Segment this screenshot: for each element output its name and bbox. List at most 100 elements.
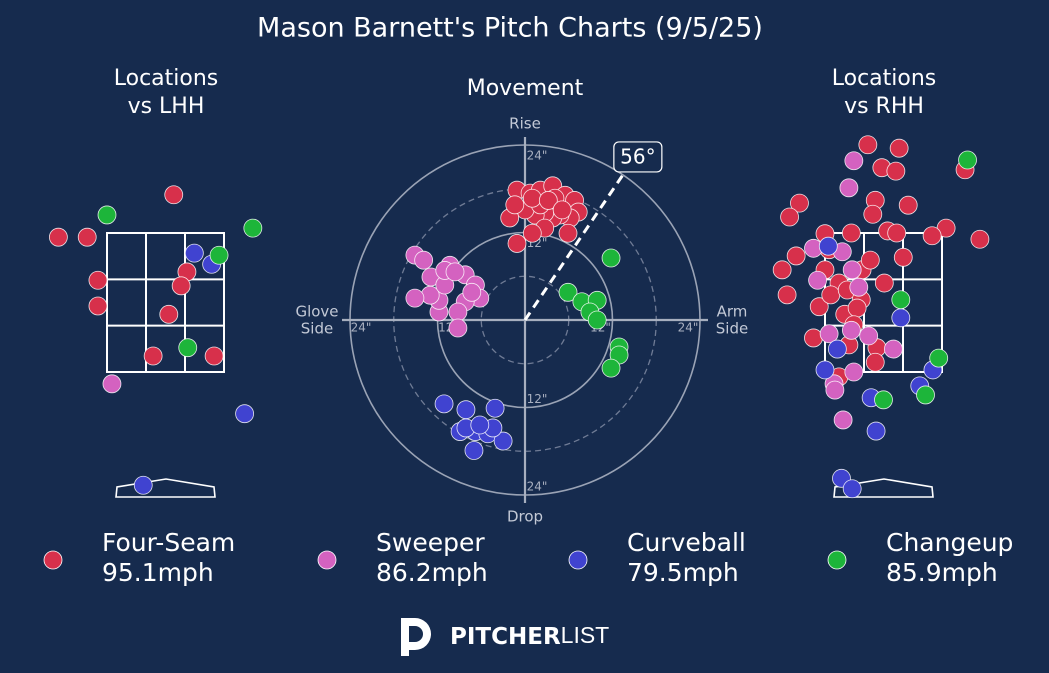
pitch-point: [184, 243, 204, 263]
pitch-point: [204, 346, 224, 366]
pitch-point: [863, 204, 883, 224]
pitch-point: [505, 195, 525, 215]
pitch-point: [462, 282, 482, 302]
pitch-point: [434, 394, 454, 414]
legend-name: Changeup: [886, 528, 1013, 557]
pitch-point: [77, 227, 97, 247]
pitch-point: [858, 135, 878, 155]
pitch-point: [839, 178, 859, 198]
pitch-point: [842, 260, 862, 280]
legend-marker: [827, 550, 847, 570]
panel-title: vs LHH: [128, 94, 205, 119]
pitch-point: [485, 398, 505, 418]
pitch-point: [88, 270, 108, 290]
legend-velocity: 85.9mph: [886, 558, 998, 587]
pitch-point: [825, 380, 845, 400]
pitch-point: [860, 250, 880, 270]
pitch-point: [456, 400, 476, 420]
pitch-point: [886, 161, 906, 181]
legend-name: Curveball: [627, 528, 746, 557]
axis-label: Side: [716, 320, 748, 338]
pitch-point: [865, 352, 885, 372]
legend-marker: [317, 550, 337, 570]
pitch-point: [538, 191, 558, 210]
pitch-point: [898, 195, 918, 215]
home-plate: [115, 478, 216, 498]
pitch-point: [841, 320, 861, 340]
pitch-point: [859, 326, 879, 346]
pitch-point: [522, 188, 542, 208]
pitch-point: [448, 302, 468, 322]
pitch-point: [929, 348, 949, 368]
pitch-point: [159, 304, 179, 324]
zone-box: [106, 232, 225, 373]
pitch-point: [874, 273, 894, 293]
arm-angle-label: 56°: [620, 144, 655, 168]
axis-label: Rise: [509, 115, 541, 133]
pitch-point: [405, 288, 425, 308]
pitch-point: [143, 346, 163, 366]
pitch-point: [815, 360, 835, 380]
pitch-point: [827, 339, 847, 359]
axis-label: Side: [301, 320, 333, 338]
legend-velocity: 79.5mph: [627, 558, 739, 587]
pitch-point: [819, 324, 839, 344]
pitch-point: [558, 223, 578, 243]
pitch-point: [790, 193, 809, 213]
pitch-point: [844, 151, 864, 171]
pitch-point: [601, 358, 621, 378]
panel-title: Locations: [114, 66, 219, 91]
pitch-point: [470, 415, 490, 435]
pitch-point: [171, 276, 191, 296]
brand-logo: PITCHERLIST: [401, 618, 609, 656]
panel-title: vs RHH: [844, 94, 924, 119]
pitch-point: [818, 236, 838, 256]
pitch-point: [601, 248, 621, 268]
pitch-point: [883, 339, 903, 359]
brand-bold: PITCHER: [450, 624, 561, 650]
pitch-point: [414, 250, 434, 270]
pitch-point: [464, 441, 484, 460]
pitch-point: [164, 185, 184, 205]
pitch-point: [48, 227, 68, 247]
pitch-point: [809, 297, 829, 317]
home-plate: [833, 478, 934, 498]
arm-angle-box: [613, 141, 663, 173]
pitch-point: [922, 226, 942, 246]
pitch-point: [133, 475, 153, 495]
pitch-point: [847, 298, 867, 318]
pitch-point: [777, 285, 797, 305]
pitch-point: [209, 245, 229, 265]
chart-title: Mason Barnett's Pitch Charts (9/5/25): [257, 13, 763, 44]
pitch-point: [808, 270, 827, 290]
brand-light: LIST: [561, 622, 610, 648]
panel-title: Movement: [467, 76, 584, 101]
pitch-point: [849, 277, 869, 297]
pitch-point: [821, 285, 841, 305]
pitch-point: [243, 218, 263, 238]
pitch-point: [958, 150, 977, 170]
pitch-point: [804, 328, 823, 348]
pitch-point: [916, 385, 935, 405]
logo-icon: [401, 618, 431, 656]
pitch-point: [507, 234, 527, 253]
pitch-point: [522, 223, 542, 243]
pitch-point: [558, 282, 578, 302]
pitch-point: [772, 260, 792, 280]
pitch-point: [887, 223, 907, 243]
pitch-point: [891, 308, 911, 328]
pitch-point: [874, 390, 893, 410]
pitch-point: [842, 479, 862, 499]
pitch-point: [587, 310, 607, 330]
pitch-point: [448, 318, 468, 338]
pitch-point: [866, 421, 886, 441]
legend-velocity: 86.2mph: [376, 558, 488, 587]
pitch-point: [970, 229, 990, 249]
legend-name: Four-Seam: [102, 528, 235, 557]
axis-label: Arm: [717, 303, 748, 321]
pitch-point: [780, 207, 799, 227]
r-tick-label: 12": [527, 392, 548, 406]
brand-text: PITCHERLIST: [450, 622, 609, 649]
